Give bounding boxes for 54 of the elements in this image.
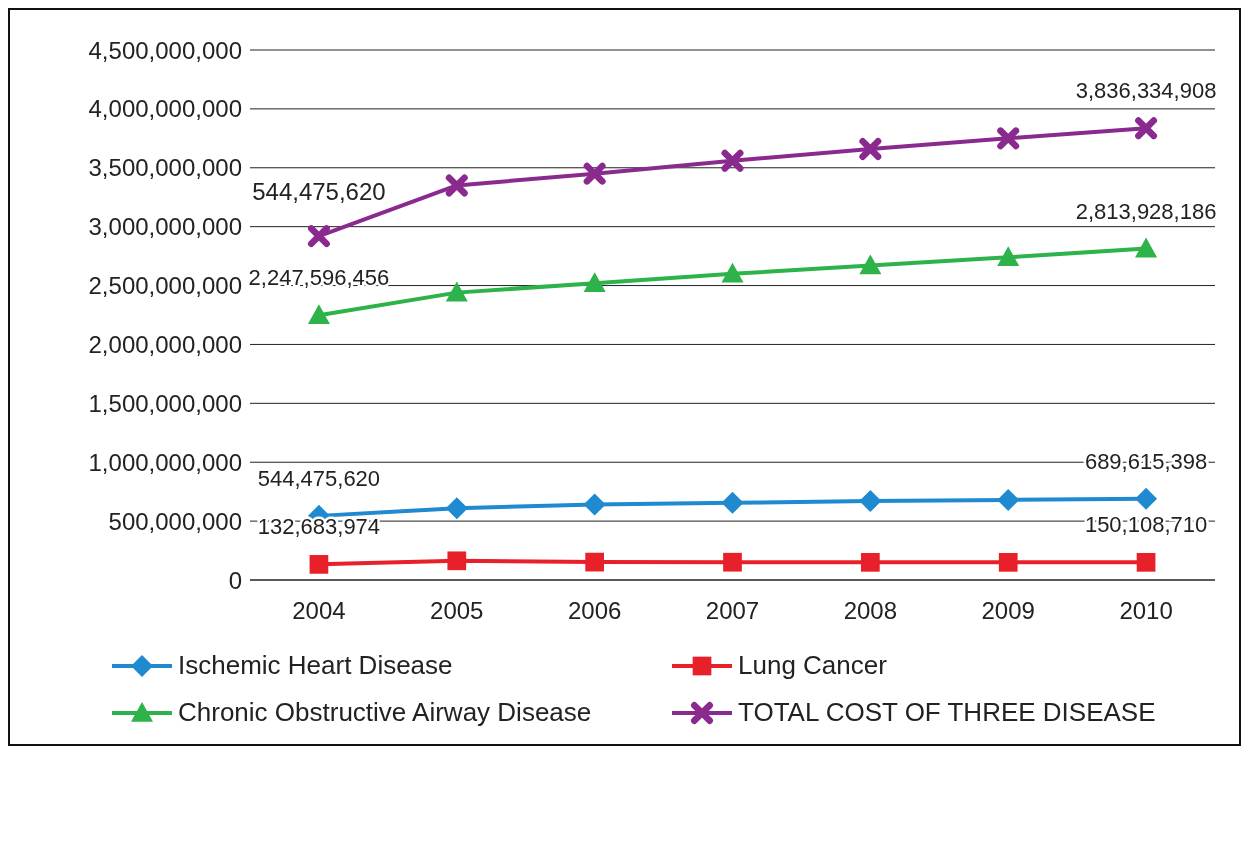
data-label: 2,247,596,456 [248,265,390,291]
y-tick-label: 1,000,000,000 [88,448,242,476]
point [307,304,330,325]
y-tick-label: 4,500,000,000 [88,36,242,64]
x-tick-label: 2008 [843,597,898,625]
point [859,490,882,513]
legend-label: Chronic Obstructive Airway Disease [178,697,592,728]
point [997,127,1020,150]
point [445,281,468,302]
point [445,497,468,520]
point [447,551,467,571]
data-label: 132,683,974 [257,514,381,540]
point [583,162,606,185]
point [998,552,1018,572]
data-label: 2,813,928,186 [1075,198,1217,224]
point [445,174,468,197]
legend-label: Ischemic Heart Disease [178,650,453,681]
point [1135,487,1158,510]
y-tick-label: 2,000,000,000 [88,330,242,358]
point [721,149,744,172]
x-tick-label: 2005 [430,597,484,625]
legend-label: TOTAL COST OF THREE DISEASE [738,697,1156,728]
point [309,555,329,574]
point [721,262,744,283]
x-tick-label: 2009 [981,597,1035,625]
y-tick-label: 4,000,000,000 [88,95,242,123]
y-tick-label: 2,500,000,000 [88,272,242,300]
x-tick-label: 2006 [567,597,622,625]
data-label: 3,836,334,908 [1075,78,1217,104]
point [859,137,882,160]
y-tick-label: 3,500,000,000 [88,154,242,182]
point [861,552,880,572]
y-tick-label: 3,000,000,000 [88,213,242,241]
point [997,246,1020,267]
point [583,493,606,516]
annotation: 544,475,620 [252,178,386,206]
y-tick-label: 1,500,000,000 [88,389,242,417]
legend-label: Lung Cancer [738,650,887,681]
point [307,225,330,248]
point [585,552,604,572]
point [723,552,742,572]
x-tick-label: 2007 [705,597,760,625]
x-tick-label: 2004 [292,597,346,625]
point [1135,117,1158,140]
point [721,491,744,514]
x-tick-label: 2010 [1119,597,1173,625]
data-label: 544,475,620 [257,465,381,491]
point [583,272,606,292]
point [1135,237,1158,258]
y-tick-label: 0 [228,566,242,594]
point [859,254,882,275]
point [997,488,1020,511]
point [1136,552,1156,572]
y-tick-label: 500,000,000 [108,507,242,535]
